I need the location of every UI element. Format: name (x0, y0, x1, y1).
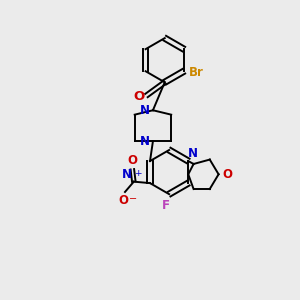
Text: N: N (122, 168, 131, 181)
Text: N: N (188, 148, 198, 160)
Text: F: F (162, 199, 170, 212)
Text: N: N (140, 104, 149, 117)
Text: O: O (222, 168, 232, 181)
Text: O: O (118, 194, 128, 207)
Text: Br: Br (189, 66, 204, 79)
Text: O: O (127, 154, 137, 167)
Text: O: O (133, 91, 144, 103)
Text: +: + (134, 169, 142, 178)
Text: −: − (128, 194, 136, 204)
Text: N: N (140, 135, 149, 148)
